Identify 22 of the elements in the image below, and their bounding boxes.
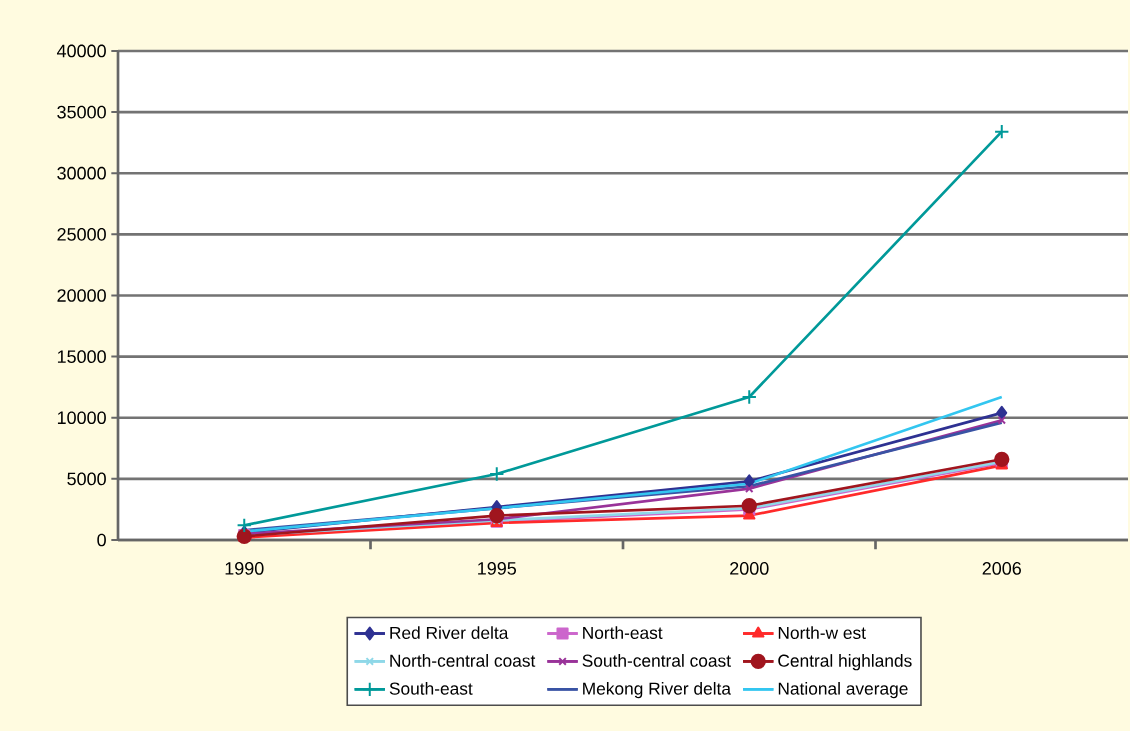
- legend-label: South-east: [389, 682, 473, 695]
- legend-label: National average: [778, 682, 908, 699]
- y-tick-label: 30000: [57, 166, 106, 180]
- x-tick-label: 1990: [225, 562, 264, 575]
- legend-label: South-central coast: [582, 654, 731, 667]
- x-tick-label: 1995: [478, 562, 517, 575]
- legend-label: Red River delta: [390, 626, 509, 639]
- legend-label: Mekong River delta: [583, 682, 732, 699]
- y-tick-label: 15000: [57, 350, 106, 363]
- legend-label: Central highlands: [778, 654, 912, 671]
- y-tick-label: 35000: [57, 105, 106, 119]
- legend-label: North-east: [583, 626, 663, 639]
- legend-label: North-w est: [778, 626, 866, 639]
- y-tick-label: 0: [97, 533, 106, 547]
- y-tick-label: 25000: [57, 228, 106, 241]
- x-tick-label: 2000: [730, 562, 769, 575]
- y-tick-label: 40000: [56, 44, 106, 58]
- y-tick-label: 5000: [67, 472, 106, 486]
- y-tick-label: 10000: [57, 411, 106, 425]
- y-tick-label: 20000: [57, 289, 106, 302]
- legend-label: North-central coast: [390, 654, 536, 667]
- x-tick-label: 2006: [982, 562, 1021, 575]
